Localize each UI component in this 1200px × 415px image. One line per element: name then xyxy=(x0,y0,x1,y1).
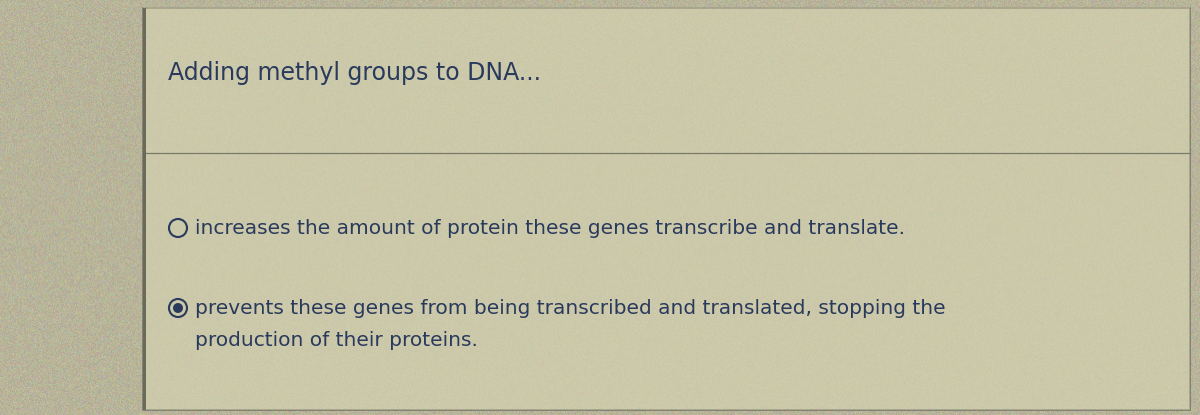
Text: increases the amount of protein these genes transcribe and translate.: increases the amount of protein these ge… xyxy=(194,219,905,237)
Bar xyxy=(143,8,146,410)
Text: prevents these genes from being transcribed and translated, stopping the: prevents these genes from being transcri… xyxy=(194,298,946,317)
Circle shape xyxy=(173,303,182,313)
Text: production of their proteins.: production of their proteins. xyxy=(194,330,478,349)
Bar xyxy=(143,8,1190,410)
Text: Adding methyl groups to DNA...: Adding methyl groups to DNA... xyxy=(168,61,541,85)
